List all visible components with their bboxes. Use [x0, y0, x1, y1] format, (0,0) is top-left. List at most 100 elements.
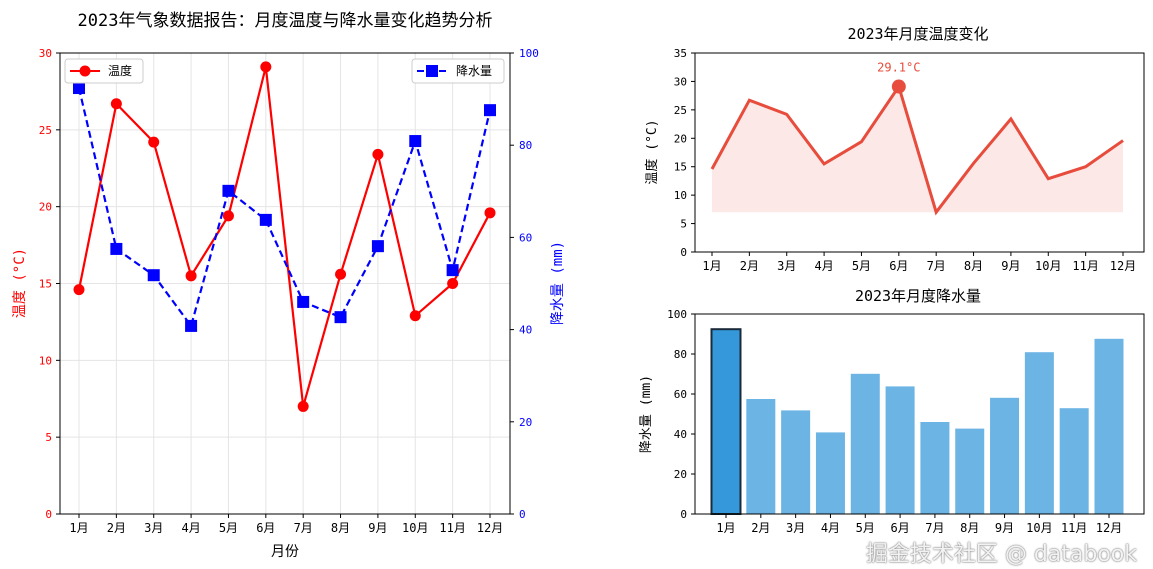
x-tick-label: 5月 — [852, 259, 871, 273]
data-point — [185, 319, 198, 332]
y-tick-label: 100 — [667, 308, 687, 321]
data-point — [334, 311, 347, 324]
data-point — [148, 136, 160, 148]
data-point — [147, 269, 160, 282]
data-point — [222, 184, 235, 197]
data-point — [73, 82, 85, 95]
legend-marker — [79, 65, 91, 77]
x-tick-label: 6月 — [890, 521, 909, 535]
data-point — [372, 148, 384, 160]
y-left-tick-label: 25 — [39, 124, 52, 137]
y-tick-label: 5 — [680, 218, 687, 231]
y-right-tick-label: 80 — [519, 139, 532, 152]
x-tick-label: 12月 — [1096, 521, 1122, 535]
series-line-1 — [77, 87, 492, 329]
x-tick-label: 8月 — [964, 259, 983, 273]
data-point — [185, 270, 197, 282]
x-tick-label: 4月 — [814, 259, 833, 273]
data-point — [484, 104, 496, 117]
data-point — [446, 264, 459, 277]
x-tick-label: 1月 — [716, 521, 735, 535]
chart-title: 2023年月度降水量 — [855, 287, 981, 305]
y-tick-label: 0 — [680, 246, 687, 259]
x-tick-label: 10月 — [1026, 521, 1052, 535]
bar — [850, 373, 880, 514]
watermark: 掘金技术社区 @ databook — [865, 542, 1137, 567]
x-tick-label: 3月 — [777, 259, 796, 273]
y-left-tick-label: 5 — [45, 431, 52, 444]
plot-frame — [694, 313, 1145, 515]
x-tick-label: 2月 — [107, 521, 126, 535]
x-tick-label: 8月 — [331, 521, 350, 535]
data-point — [447, 278, 459, 289]
legend-box — [64, 58, 144, 84]
data-point — [371, 240, 384, 253]
y-tick-label: 30 — [674, 75, 687, 88]
bar — [1024, 352, 1054, 514]
max-point — [891, 79, 906, 94]
x-tick-label: 1月 — [702, 259, 721, 273]
y-right-tick-label: 60 — [519, 231, 532, 244]
data-point — [73, 284, 85, 296]
bar — [781, 410, 811, 514]
data-point — [222, 210, 234, 222]
temperature-line — [710, 83, 1124, 216]
x-tick-label: 10月 — [1035, 259, 1061, 273]
data-point — [110, 98, 122, 110]
data-point — [297, 295, 310, 308]
x-tick-label: 5月 — [219, 521, 238, 535]
data-point — [297, 400, 309, 412]
bar — [1094, 338, 1124, 514]
x-tick-label: 1月 — [69, 521, 88, 535]
bar — [815, 432, 845, 514]
x-tick-label: 8月 — [960, 521, 979, 535]
y-tick-label: 20 — [674, 468, 687, 481]
y-tick-label: 25 — [674, 104, 687, 117]
data-point — [260, 61, 272, 73]
x-tick-label: 6月 — [889, 259, 908, 273]
x-tick-label: 2月 — [751, 521, 770, 535]
x-tick-label: 11月 — [439, 521, 465, 535]
y-tick-label: 15 — [674, 161, 687, 174]
legend-label: 降水量 — [456, 64, 492, 78]
main-title: 2023年气象数据报告：月度温度与降水量变化趋势分析 — [78, 11, 493, 31]
x-tick-label: 10月 — [402, 521, 428, 535]
x-tick-label: 12月 — [1110, 259, 1136, 273]
y-left-tick-label: 20 — [39, 201, 52, 214]
max-annotation: 29.1°C — [877, 61, 920, 75]
plot-frame — [59, 52, 511, 515]
y-right-tick-label: 100 — [519, 47, 539, 60]
y-left-tick-label: 30 — [39, 47, 52, 60]
x-tick-label: 7月 — [925, 521, 944, 535]
x-tick-label: 12月 — [477, 521, 503, 535]
y-tick-label: 40 — [674, 428, 687, 441]
x-tick-label: 9月 — [1001, 259, 1020, 273]
legend-marker — [426, 65, 438, 77]
x-tick-label: 11月 — [1072, 259, 1098, 273]
x-tick-label: 5月 — [856, 521, 875, 535]
data-point — [484, 207, 496, 219]
y-left-tick-label: 0 — [45, 508, 52, 521]
x-tick-label: 7月 — [927, 259, 946, 273]
y-left-label: 温度 (°C) — [12, 248, 28, 318]
y-right-tick-label: 20 — [519, 416, 532, 429]
data-point — [335, 268, 347, 280]
x-tick-label: 4月 — [181, 521, 200, 535]
y-right-tick-label: 40 — [519, 324, 532, 337]
data-point — [259, 213, 272, 226]
x-tick-label: 2月 — [740, 259, 759, 273]
y-tick-label: 10 — [674, 189, 687, 202]
y-right-label: 降水量 (mm) — [550, 241, 566, 325]
chart-title: 2023年月度温度变化 — [847, 25, 988, 43]
x-tick-label: 7月 — [294, 521, 313, 535]
x-tick-label: 3月 — [144, 521, 163, 535]
x-tick-label: 6月 — [256, 521, 275, 535]
x-tick-label: 9月 — [995, 521, 1014, 535]
x-tick-label: 11月 — [1061, 521, 1087, 535]
y-axis-label: 温度 (°C) — [644, 119, 660, 184]
legend-label: 温度 — [108, 63, 132, 78]
bar — [1059, 408, 1089, 514]
y-right-tick-label: 0 — [519, 508, 526, 521]
